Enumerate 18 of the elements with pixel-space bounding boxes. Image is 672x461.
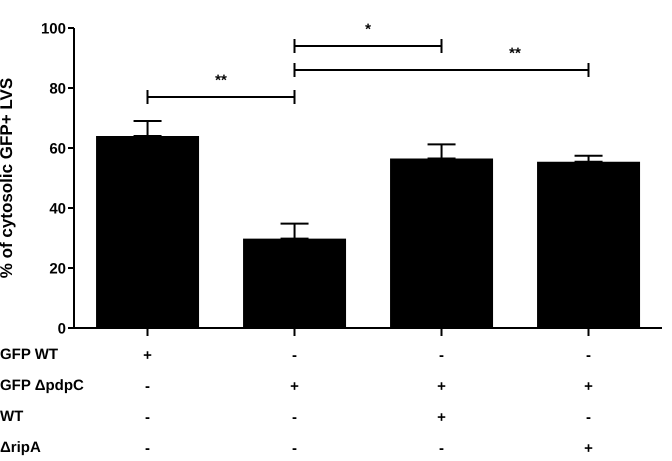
annotation: ** [509,45,521,62]
annotation: * [365,21,372,38]
y-tick-label: 0 [58,320,66,338]
text: WT [0,408,24,425]
y-tick-label: 40 [49,200,66,218]
y-tick-label: 60 [49,140,66,158]
y-tick-label: 100 [40,20,66,38]
text: GFP ΔpdpC [0,377,84,394]
y-axis-title: % of cytosolic GFP+ LVS [0,78,16,278]
y-tick-label: 20 [49,260,66,278]
text: GFP WT [0,346,58,363]
x-tick-label: - + - - [290,347,300,457]
x-tick-label: + - - - [143,347,152,457]
text: ΔripA [0,439,41,456]
x-tick-label: - + - + [584,347,594,457]
y-tick-label: 80 [49,80,66,98]
annotation: ** [215,72,227,89]
x-tick-label: - + + - [437,347,446,457]
